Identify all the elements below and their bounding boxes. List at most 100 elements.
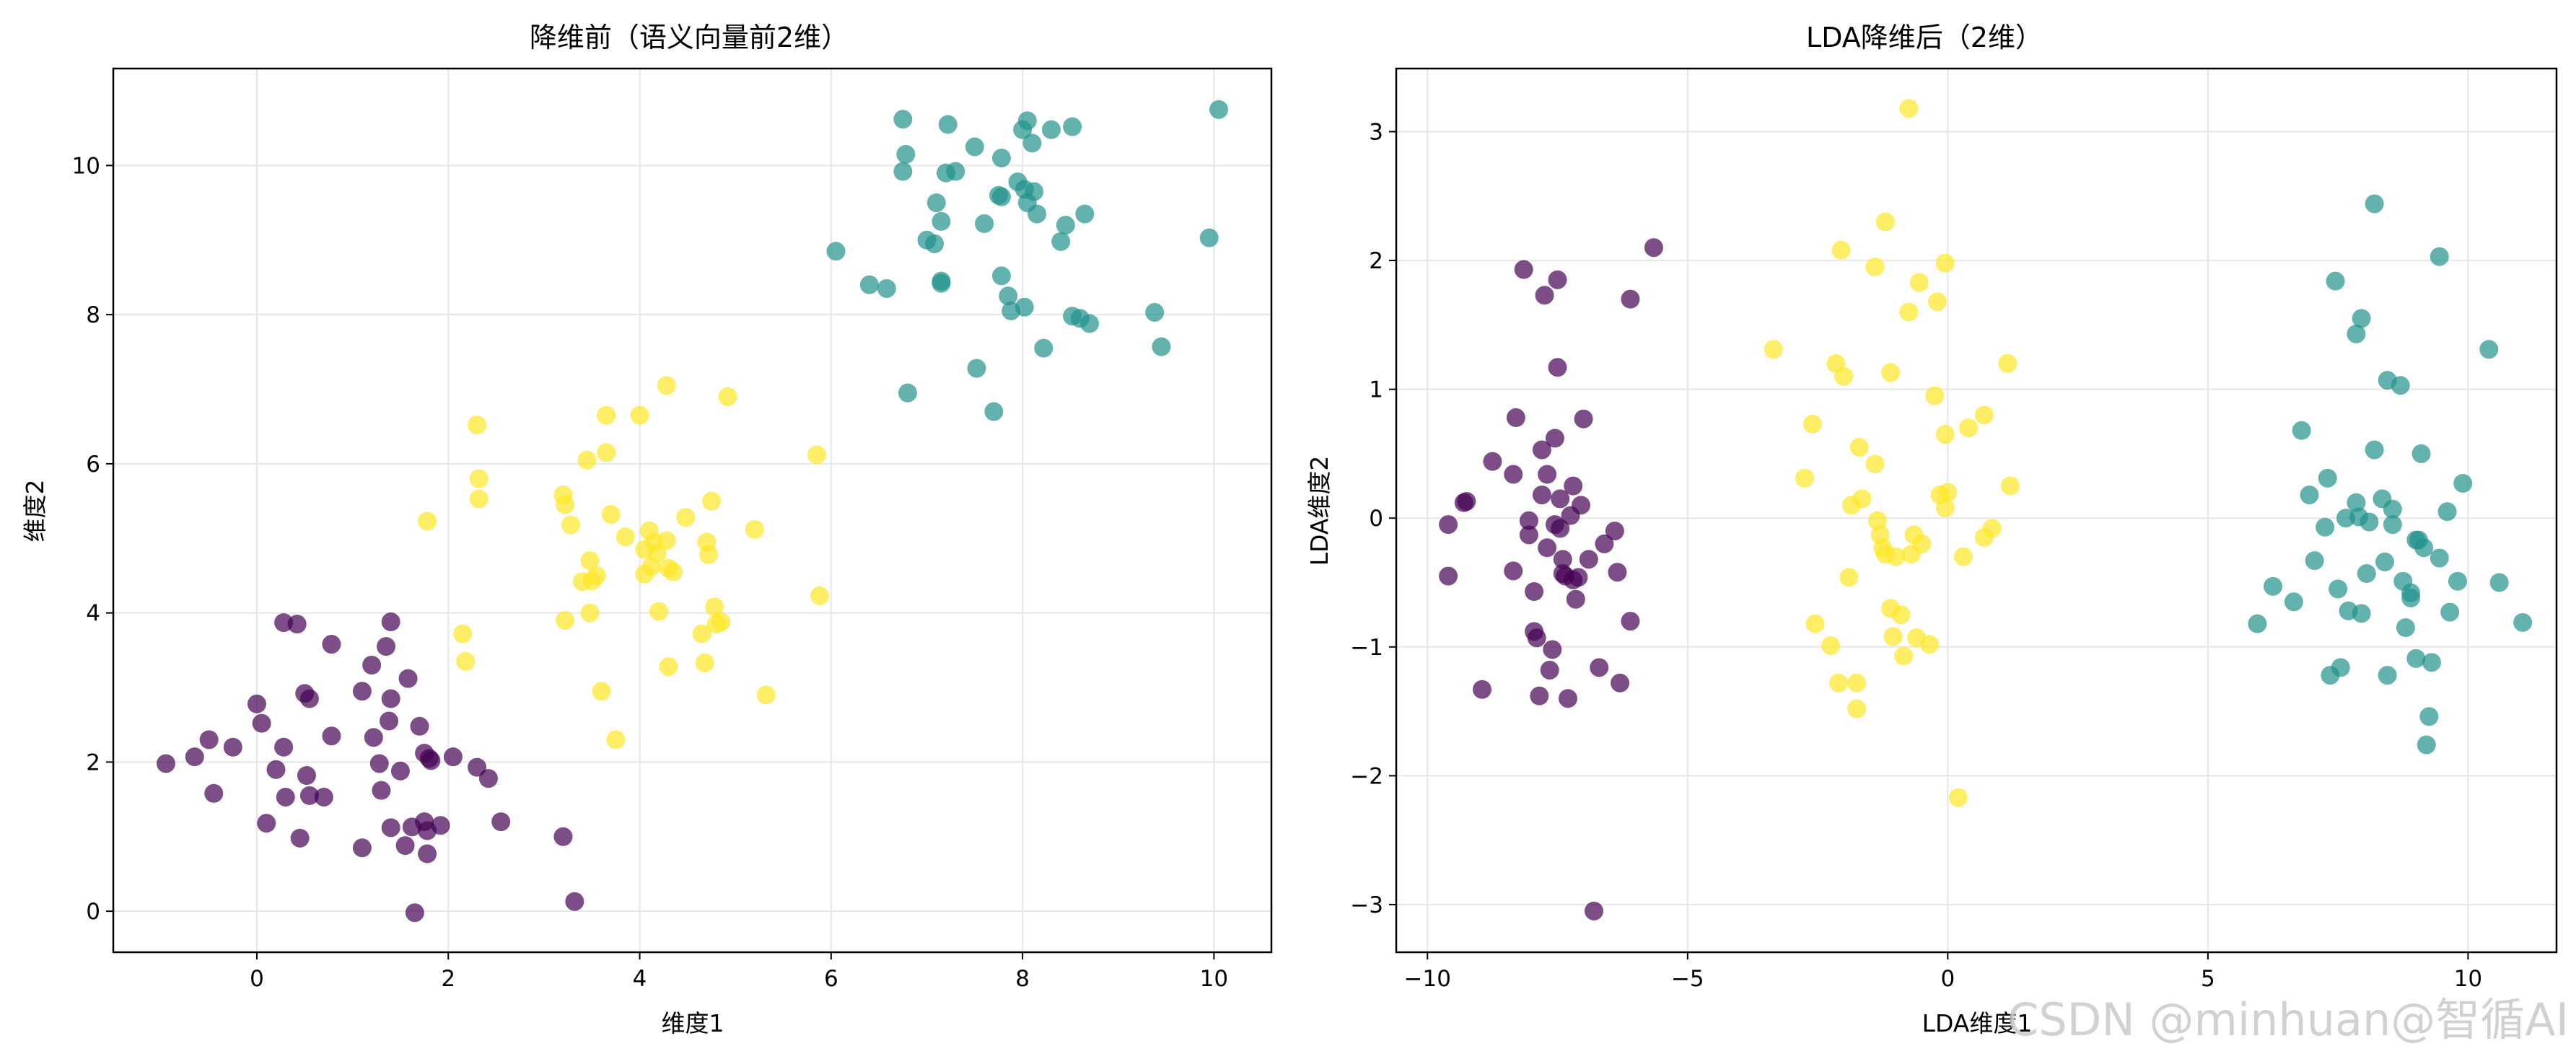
scatter-point-class1 [469, 469, 489, 488]
scatter-point-class0 [1530, 686, 1549, 706]
right-points [1439, 99, 2533, 920]
scatter-point-class0 [1558, 689, 1577, 708]
scatter-point-class1 [1953, 547, 1973, 566]
scatter-point-class2 [1022, 133, 1042, 153]
scatter-point-class2 [2411, 444, 2431, 463]
scatter-point-class2 [859, 275, 879, 294]
scatter-point-class0 [252, 713, 271, 733]
scatter-point-class0 [1439, 515, 1458, 535]
scatter-point-class1 [1795, 468, 1815, 488]
scatter-point-class1 [615, 527, 635, 547]
scatter-point-class2 [2419, 707, 2439, 726]
left-chart-title: 降维前（语义向量前2维） [530, 22, 849, 53]
scatter-point-class1 [1881, 363, 1901, 382]
scatter-point-class0 [369, 754, 389, 773]
scatter-point-class1 [1927, 292, 1947, 312]
scatter-point-class0 [443, 747, 463, 767]
scatter-point-class0 [1538, 538, 1557, 558]
scatter-point-class1 [1875, 212, 1895, 232]
scatter-point-class2 [2479, 340, 2499, 359]
scatter-point-class0 [1532, 440, 1551, 460]
scatter-point-class0 [1585, 901, 1604, 920]
scatter-point-class0 [299, 689, 319, 708]
y-tick-label: 6 [86, 452, 100, 478]
scatter-point-class0 [421, 751, 441, 770]
scatter-point-class2 [975, 214, 994, 234]
scatter-point-class0 [1574, 409, 1593, 429]
scatter-point-class1 [692, 624, 711, 643]
scatter-point-class0 [395, 836, 415, 856]
right-axes-frame [1395, 67, 2558, 954]
scatter-point-class0 [297, 766, 316, 785]
scatter-point-class0 [405, 903, 424, 923]
scatter-point-class0 [364, 728, 383, 747]
y-tick-label: 2 [86, 750, 100, 775]
scatter-point-class2 [2329, 579, 2348, 599]
scatter-point-class1 [580, 551, 600, 571]
scatter-point-class1 [659, 657, 678, 677]
scatter-point-class1 [718, 387, 737, 406]
scatter-point-class0 [1506, 408, 1525, 427]
x-tick-label: −5 [1671, 966, 1704, 992]
x-tick-label: 10 [1200, 966, 1228, 992]
scatter-point-class0 [1553, 550, 1572, 569]
scatter-point-class0 [1621, 289, 1640, 309]
scatter-point-class2 [2318, 468, 2337, 488]
y-tick-label: 1 [1369, 377, 1383, 403]
scatter-point-class1 [649, 602, 669, 621]
scatter-point-class1 [1909, 273, 1929, 292]
scatter-point-class1 [1805, 614, 1825, 633]
scatter-point-class2 [893, 162, 913, 181]
scatter-point-class0 [381, 689, 400, 708]
y-tick-label: −3 [1350, 892, 1383, 918]
scatter-point-class0 [1532, 485, 1551, 505]
scatter-point-class2 [1145, 303, 1165, 322]
scatter-point-class2 [2383, 515, 2402, 535]
scatter-point-class1 [807, 445, 826, 465]
scatter-point-class1 [587, 566, 606, 585]
scatter-point-class2 [2300, 485, 2319, 505]
scatter-point-class0 [553, 827, 573, 846]
scatter-point-class2 [2391, 376, 2410, 395]
scatter-point-class2 [967, 359, 986, 378]
scatter-point-class1 [1959, 418, 1979, 438]
scatter-point-class0 [1545, 429, 1564, 448]
scatter-point-class2 [1025, 182, 1044, 201]
scatter-point-class0 [299, 786, 319, 805]
scatter-point-class2 [2360, 512, 2379, 532]
scatter-point-class0 [1504, 465, 1523, 484]
scatter-point-class1 [745, 519, 764, 539]
y-tick-label: −2 [1350, 763, 1383, 789]
scatter-point-class2 [1079, 314, 1099, 333]
scatter-point-class2 [2365, 194, 2384, 214]
scatter-point-class1 [597, 405, 616, 425]
scatter-point-class2 [991, 149, 1011, 168]
left-y-axis-label: 维度2 [21, 480, 49, 542]
scatter-point-class0 [565, 892, 584, 911]
scatter-point-class0 [322, 726, 341, 746]
scatter-point-class1 [1894, 646, 1914, 666]
scatter-point-class0 [362, 656, 382, 675]
scatter-point-class0 [431, 816, 450, 835]
scatter-point-class0 [410, 716, 429, 736]
scatter-point-class0 [1538, 465, 1557, 484]
scatter-point-class2 [2417, 735, 2436, 755]
scatter-point-class0 [274, 737, 294, 757]
scatter-point-class1 [1839, 568, 1859, 587]
scatter-point-class2 [2375, 552, 2395, 571]
right-y-axis-label: LDA维度2 [1305, 456, 1333, 566]
y-tick-label: 10 [72, 153, 100, 179]
scatter-point-class0 [156, 754, 175, 773]
scatter-point-class1 [1891, 605, 1911, 625]
scatter-point-class2 [1075, 204, 1095, 224]
x-tick-label: 8 [1015, 966, 1030, 992]
y-tick-label: 3 [1369, 120, 1383, 146]
x-tick-label: 5 [2201, 966, 2215, 992]
scatter-point-class2 [2326, 271, 2345, 291]
y-tick-label: −1 [1350, 635, 1383, 661]
scatter-point-class1 [1865, 454, 1885, 474]
scatter-point-class2 [932, 273, 951, 293]
x-tick-label: 2 [441, 966, 455, 992]
